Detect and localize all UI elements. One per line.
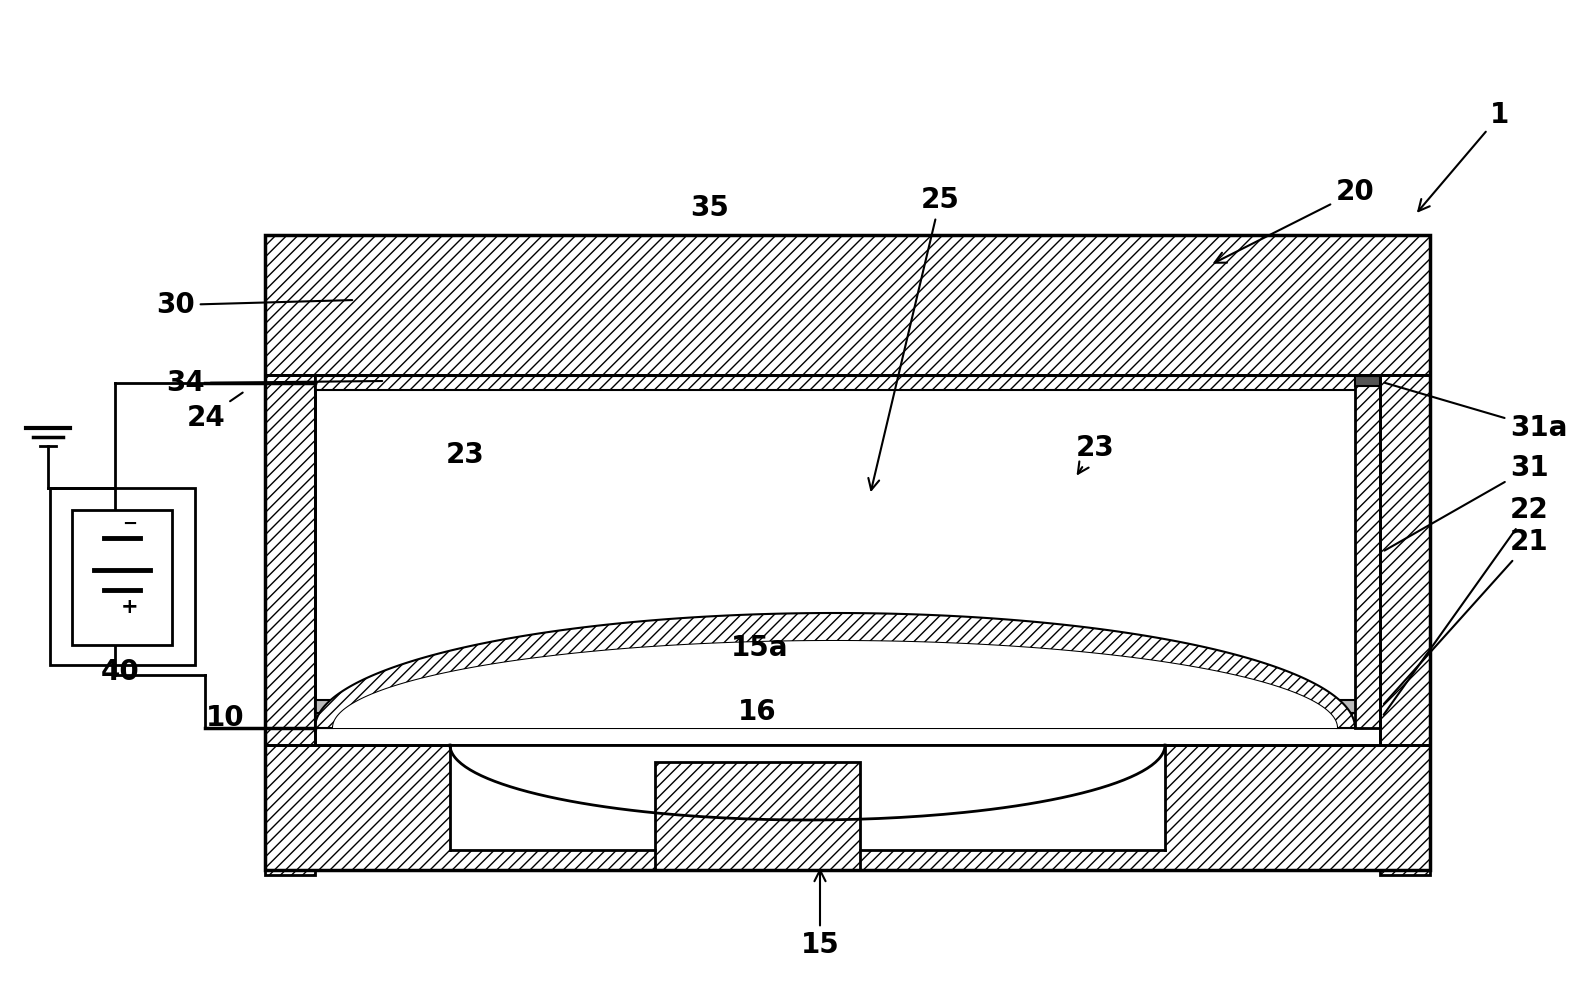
Bar: [265, 375, 314, 875]
Bar: [314, 375, 1380, 980]
Text: 22: 22: [1383, 496, 1548, 715]
Bar: [71, 510, 172, 645]
Bar: [654, 762, 861, 870]
Text: 25: 25: [869, 186, 959, 490]
Text: 30: 30: [156, 291, 353, 319]
Bar: [314, 376, 1380, 390]
Text: 23: 23: [446, 441, 484, 469]
Text: 15a: 15a: [730, 634, 789, 662]
Text: 16: 16: [738, 698, 777, 726]
Text: 35: 35: [691, 194, 729, 222]
Bar: [314, 713, 1380, 728]
Text: 40: 40: [100, 658, 140, 686]
Bar: [49, 488, 195, 665]
Text: −: −: [122, 515, 138, 533]
Polygon shape: [449, 745, 1166, 850]
Polygon shape: [449, 745, 1166, 850]
Text: 34: 34: [167, 369, 383, 397]
Polygon shape: [314, 613, 1355, 728]
Bar: [314, 700, 1380, 713]
Text: 20: 20: [1215, 178, 1374, 263]
Text: 15: 15: [800, 870, 840, 959]
Text: 23: 23: [1075, 434, 1115, 474]
Bar: [265, 745, 1431, 870]
Bar: [1355, 376, 1380, 728]
Text: +: +: [121, 597, 138, 617]
Bar: [265, 235, 1431, 375]
Bar: [1380, 375, 1431, 875]
Text: 31: 31: [1385, 454, 1548, 551]
Text: 1: 1: [1418, 101, 1510, 211]
Text: 21: 21: [1383, 528, 1548, 704]
Text: 10: 10: [206, 704, 245, 732]
Bar: [265, 235, 1431, 870]
Text: 24: 24: [186, 393, 243, 432]
Polygon shape: [333, 641, 1337, 728]
Bar: [1355, 376, 1380, 386]
Text: 31a: 31a: [1385, 383, 1567, 442]
